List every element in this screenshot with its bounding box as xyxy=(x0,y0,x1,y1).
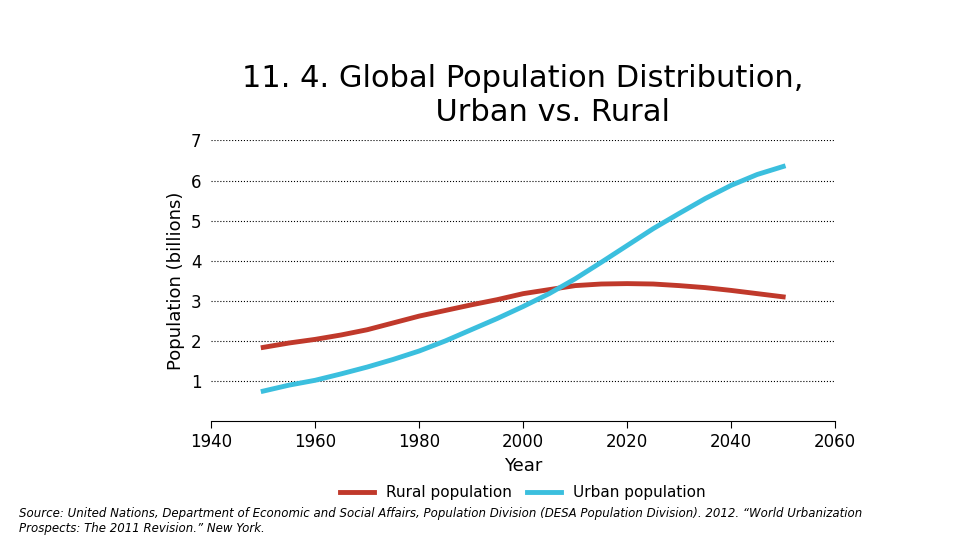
Rural population xyxy=(492,296,503,303)
Urban population xyxy=(257,388,269,394)
Rural population xyxy=(414,313,425,319)
Urban population xyxy=(440,338,451,344)
Rural population xyxy=(595,281,607,287)
Rural population xyxy=(778,294,789,300)
Title: 11. 4. Global Population Distribution,
      Urban vs. Rural: 11. 4. Global Population Distribution, U… xyxy=(243,64,804,127)
Urban population xyxy=(492,315,503,322)
Urban population xyxy=(283,382,295,388)
Rural population xyxy=(569,282,581,289)
Urban population xyxy=(621,242,633,249)
Rural population xyxy=(309,336,321,342)
Urban population xyxy=(466,327,477,333)
Line: Rural population: Rural population xyxy=(263,284,783,347)
Urban population xyxy=(569,275,581,282)
Text: Source: United Nations, Department of Economic and Social Affairs, Population Di: Source: United Nations, Department of Ec… xyxy=(19,507,862,535)
Rural population xyxy=(362,327,373,333)
Rural population xyxy=(647,281,659,287)
Rural population xyxy=(700,285,711,291)
Rural population xyxy=(388,320,399,326)
Urban population xyxy=(414,348,425,354)
Rural population xyxy=(335,332,347,338)
Urban population xyxy=(778,163,789,170)
Urban population xyxy=(335,370,347,377)
Rural population xyxy=(543,286,555,293)
Rural population xyxy=(283,340,295,346)
Rural population xyxy=(674,282,685,289)
Urban population xyxy=(362,364,373,370)
Urban population xyxy=(517,303,529,310)
Urban population xyxy=(543,291,555,297)
Urban population xyxy=(674,210,685,217)
Urban population xyxy=(595,259,607,266)
Rural population xyxy=(621,280,633,287)
X-axis label: Year: Year xyxy=(504,456,542,475)
Urban population xyxy=(700,195,711,202)
Rural population xyxy=(726,287,737,294)
Urban population xyxy=(647,225,659,232)
Urban population xyxy=(309,377,321,383)
Rural population xyxy=(440,307,451,314)
Urban population xyxy=(726,182,737,188)
Rural population xyxy=(752,291,763,297)
Legend: Rural population, Urban population: Rural population, Urban population xyxy=(334,480,712,507)
Rural population xyxy=(466,302,477,308)
Urban population xyxy=(752,171,763,178)
Urban population xyxy=(388,356,399,363)
Y-axis label: Population (billions): Population (billions) xyxy=(167,192,185,370)
Rural population xyxy=(517,291,529,297)
Line: Urban population: Urban population xyxy=(263,166,783,391)
Rural population xyxy=(257,344,269,350)
